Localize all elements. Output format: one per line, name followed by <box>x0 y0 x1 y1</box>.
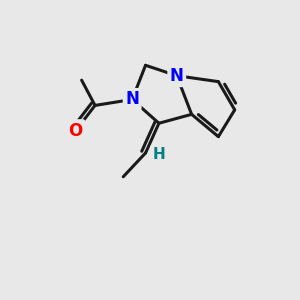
Text: H: H <box>152 147 165 162</box>
Text: O: O <box>69 122 83 140</box>
Text: N: N <box>170 67 184 85</box>
Text: N: N <box>125 91 139 109</box>
